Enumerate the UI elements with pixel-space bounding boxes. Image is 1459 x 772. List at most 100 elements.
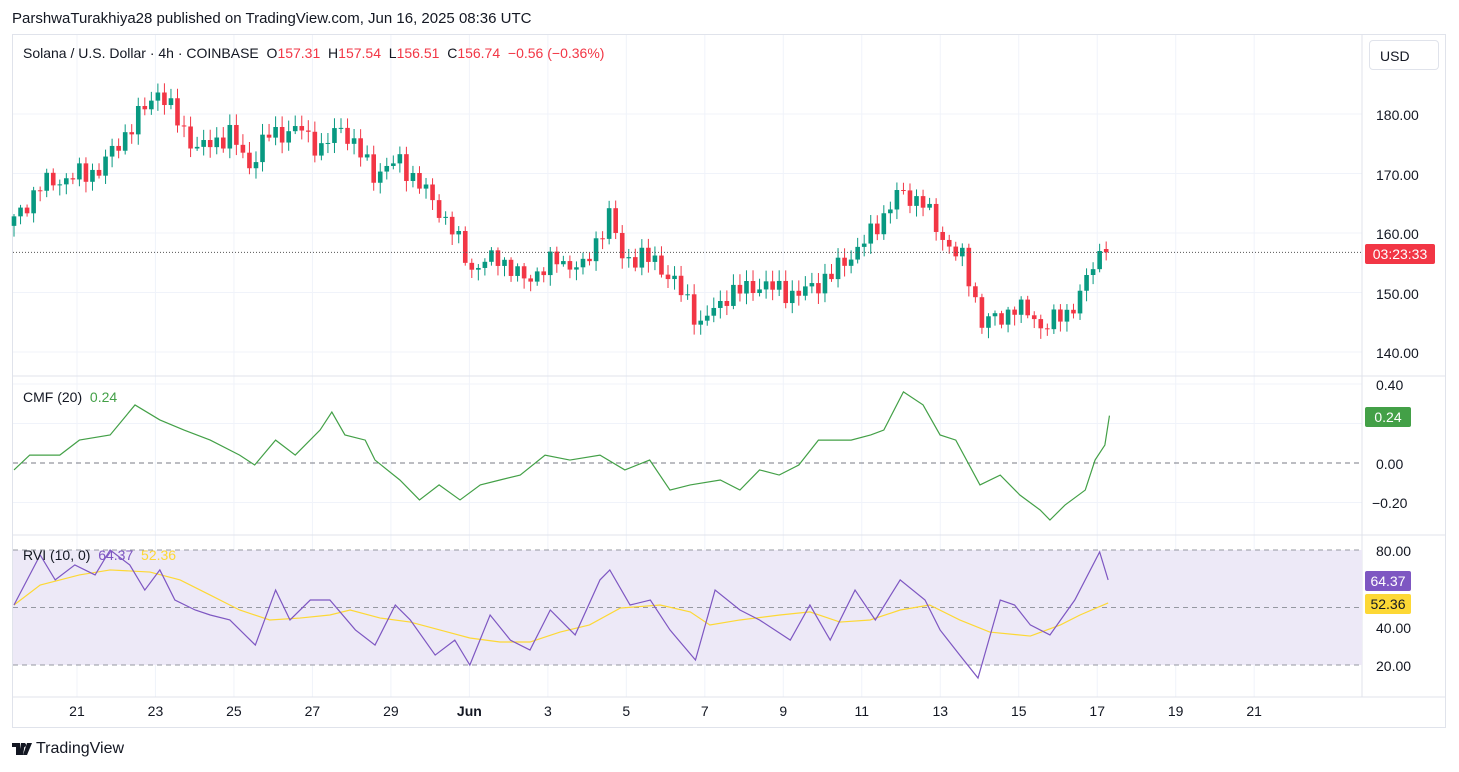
candle-body <box>391 163 396 166</box>
time-tick: 11 <box>854 703 870 719</box>
candle-body <box>626 257 632 259</box>
price-tick: 160.00 <box>1376 226 1419 242</box>
close-value: 156.74 <box>457 45 501 61</box>
candle-body <box>325 142 331 144</box>
time-tick: 15 <box>1010 703 1027 719</box>
candle-body <box>214 137 220 148</box>
candle-body <box>1090 269 1096 276</box>
candle-body <box>776 280 782 290</box>
candle-body <box>888 209 893 214</box>
candle-body <box>999 313 1004 325</box>
candle-body <box>521 266 527 279</box>
cmf-tick: 0.00 <box>1376 456 1404 472</box>
currency-button[interactable]: USD <box>1369 40 1439 70</box>
candle-body <box>691 294 697 325</box>
candle-body <box>410 172 416 181</box>
candle-body <box>109 145 115 157</box>
price-tick: 150.00 <box>1376 286 1419 302</box>
candle-body <box>207 140 213 148</box>
candle-body <box>718 300 723 308</box>
candle-body <box>633 257 638 268</box>
candle-body <box>986 316 991 328</box>
candle-body <box>306 130 311 132</box>
candle-body <box>848 259 854 266</box>
candle-body <box>377 171 383 183</box>
rvi-legend: RVI (10, 0) 64.37 52.36 <box>23 547 176 563</box>
candle-body <box>83 163 89 182</box>
time-tick: 27 <box>304 703 321 719</box>
candle-body <box>646 247 651 262</box>
time-tick: 21 <box>1246 703 1262 719</box>
candle-body <box>515 266 520 276</box>
candle-body <box>312 131 318 156</box>
candle-body <box>534 271 540 282</box>
candle-body <box>116 145 121 151</box>
candle-body <box>462 230 468 263</box>
time-tick: 7 <box>700 703 709 719</box>
candle-body <box>803 286 808 296</box>
candle-body <box>273 127 278 138</box>
price-tick: 140.00 <box>1376 345 1419 361</box>
rvi-tick: 80.00 <box>1376 543 1412 559</box>
candle-body <box>240 144 246 153</box>
candle-body <box>927 203 932 208</box>
candle-body <box>685 294 690 296</box>
candle-body <box>168 98 174 106</box>
chart-frame <box>12 34 1446 728</box>
candle-body <box>423 184 429 189</box>
rvi-signal-line <box>13 569 1109 643</box>
cmf-line <box>13 391 1111 521</box>
candle-body <box>973 286 978 298</box>
candle-body <box>992 313 998 317</box>
candle-body <box>90 169 95 182</box>
tradingview-logo-icon <box>12 743 32 755</box>
rvi-label: RVI (10, 0) <box>23 547 91 563</box>
rvi-line <box>13 549 1109 680</box>
time-tick: Jun <box>456 703 482 719</box>
candle-body <box>345 127 350 144</box>
candle-body <box>436 200 442 218</box>
tradingview-logo[interactable]: TradingView <box>12 740 124 758</box>
candle-body <box>18 207 23 217</box>
candle-body <box>155 92 161 101</box>
rvi-value-tag: 64.37 <box>1365 571 1411 591</box>
candle-body <box>979 297 985 328</box>
candle-body <box>469 262 475 270</box>
candle-body <box>619 232 625 259</box>
candle-body <box>299 126 305 131</box>
candle-body <box>364 154 370 158</box>
candle-body <box>1005 309 1011 325</box>
candle-body <box>508 259 514 276</box>
candle-body <box>757 289 762 294</box>
candle-body <box>868 223 874 244</box>
candle-body <box>554 251 560 265</box>
rvi-signal-value: 52.36 <box>141 547 177 563</box>
candle-body <box>678 275 684 296</box>
candle-body <box>881 213 887 235</box>
candle-body <box>286 131 291 143</box>
brand-name: TradingView <box>36 740 125 757</box>
cmf-legend: CMF (20) 0.24 <box>23 389 117 405</box>
candle-body <box>24 207 30 214</box>
candle-body <box>541 271 547 276</box>
close-label: C <box>447 45 458 61</box>
candle-body <box>672 275 677 280</box>
candle-body <box>404 154 409 181</box>
time-tick: 3 <box>543 703 552 719</box>
cmf-label: CMF (20) <box>23 389 83 405</box>
candle-body <box>371 154 376 183</box>
candle-body <box>561 261 566 265</box>
publisher-caption: ParshwaTurakhiya28 published on TradingV… <box>12 10 532 27</box>
rvi-tick: 40.00 <box>1376 620 1412 636</box>
candle-body <box>44 172 49 191</box>
time-tick: 17 <box>1089 703 1106 719</box>
candle-body <box>1031 315 1037 320</box>
candle-body <box>351 138 357 144</box>
candle-body <box>639 247 645 268</box>
candle-body <box>914 196 919 206</box>
open-value: 157.31 <box>277 45 321 61</box>
candle-body <box>750 281 756 294</box>
rvi-tick: 20.00 <box>1376 658 1412 674</box>
candle-body <box>1025 299 1030 316</box>
